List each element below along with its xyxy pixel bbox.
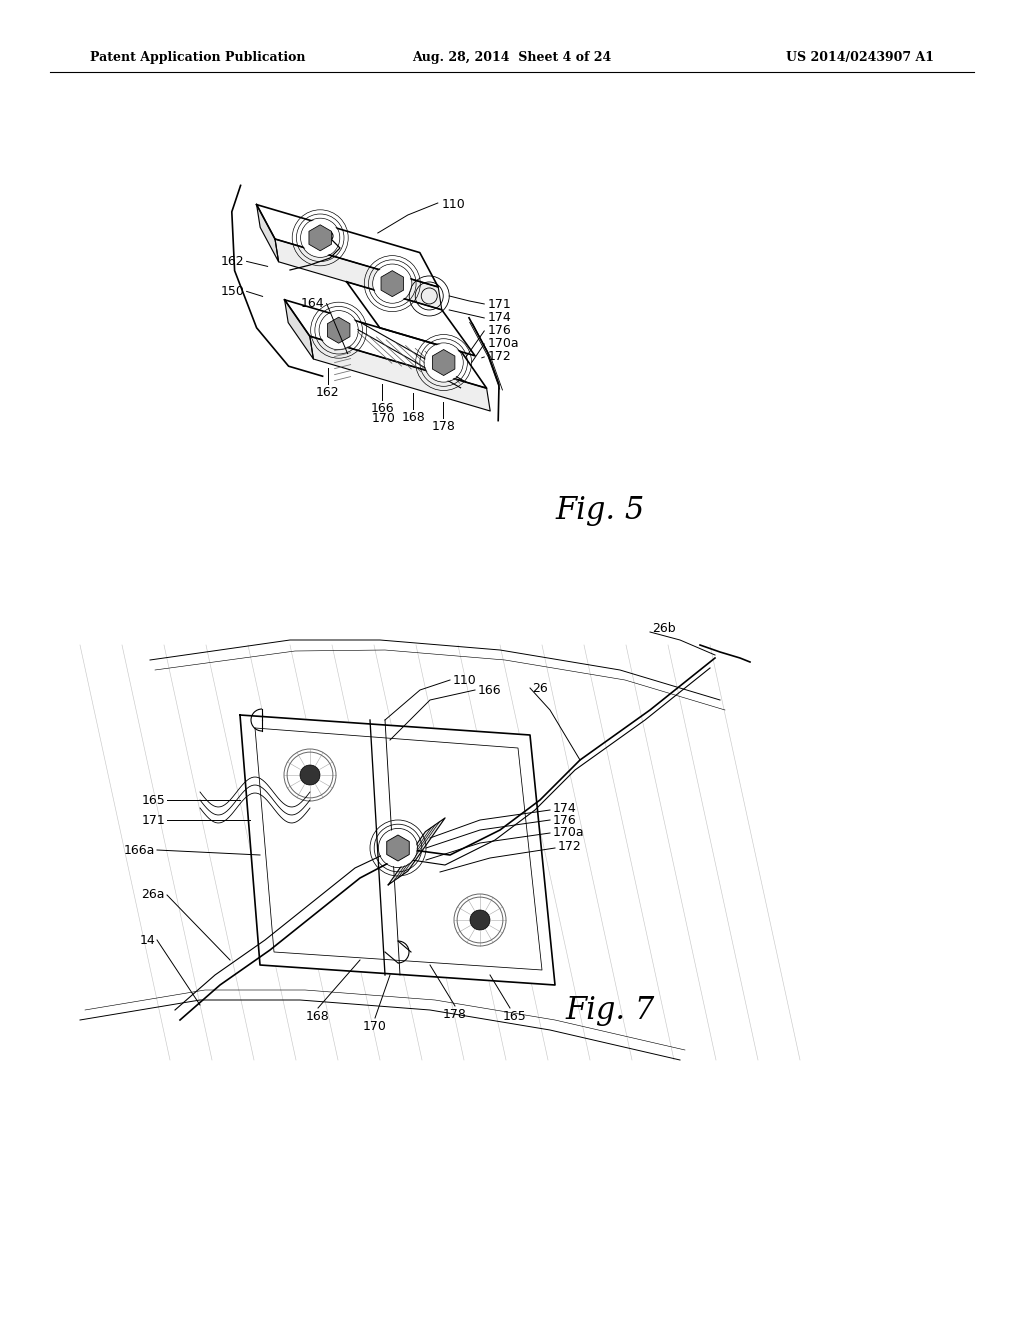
- Text: 168: 168: [306, 1010, 330, 1023]
- Text: 14: 14: [139, 933, 155, 946]
- Circle shape: [426, 345, 462, 380]
- Polygon shape: [257, 205, 438, 286]
- Polygon shape: [275, 239, 441, 310]
- Text: Aug. 28, 2014  Sheet 4 of 24: Aug. 28, 2014 Sheet 4 of 24: [413, 51, 611, 65]
- Circle shape: [380, 830, 416, 866]
- Polygon shape: [328, 317, 350, 343]
- Text: 178: 178: [443, 1008, 467, 1020]
- Polygon shape: [285, 300, 313, 359]
- Text: 26a: 26a: [141, 888, 165, 902]
- Polygon shape: [257, 205, 279, 261]
- Text: 166: 166: [478, 684, 502, 697]
- Polygon shape: [381, 271, 403, 297]
- Text: 162: 162: [221, 255, 245, 268]
- Polygon shape: [285, 300, 486, 388]
- Polygon shape: [310, 337, 490, 411]
- Text: 150: 150: [221, 285, 245, 298]
- Text: 174: 174: [553, 801, 577, 814]
- Circle shape: [302, 220, 338, 256]
- Text: 166: 166: [371, 401, 394, 414]
- Text: 26: 26: [532, 681, 548, 694]
- Text: 174: 174: [487, 312, 511, 325]
- Polygon shape: [432, 350, 455, 375]
- Text: 170: 170: [364, 1020, 387, 1034]
- Text: 178: 178: [431, 420, 456, 433]
- Text: 170a: 170a: [487, 338, 519, 351]
- Text: 170a: 170a: [553, 826, 585, 840]
- Polygon shape: [309, 224, 332, 251]
- Text: Fig. 5: Fig. 5: [555, 495, 644, 525]
- Polygon shape: [346, 281, 475, 356]
- Text: 164: 164: [301, 297, 325, 310]
- Text: 165: 165: [141, 793, 165, 807]
- Text: 172: 172: [487, 351, 511, 363]
- Polygon shape: [387, 836, 410, 861]
- Text: 176: 176: [553, 813, 577, 826]
- Text: 166a: 166a: [124, 843, 155, 857]
- Text: 165: 165: [503, 1010, 527, 1023]
- Polygon shape: [240, 715, 555, 985]
- Text: Fig. 7: Fig. 7: [565, 994, 654, 1026]
- Text: 171: 171: [487, 298, 511, 312]
- Text: 26b: 26b: [652, 622, 676, 635]
- Circle shape: [300, 766, 319, 785]
- Circle shape: [375, 265, 411, 302]
- Text: 162: 162: [316, 385, 340, 399]
- Text: US 2014/0243907 A1: US 2014/0243907 A1: [786, 51, 934, 65]
- Text: 176: 176: [487, 325, 511, 338]
- Text: 168: 168: [401, 411, 425, 424]
- Circle shape: [470, 909, 490, 931]
- Text: 110: 110: [441, 198, 466, 211]
- Polygon shape: [388, 818, 445, 884]
- Circle shape: [321, 313, 356, 348]
- Text: 110: 110: [453, 673, 477, 686]
- Text: Patent Application Publication: Patent Application Publication: [90, 51, 305, 65]
- Text: 171: 171: [141, 813, 165, 826]
- Text: 172: 172: [558, 841, 582, 854]
- Text: 170: 170: [372, 412, 395, 425]
